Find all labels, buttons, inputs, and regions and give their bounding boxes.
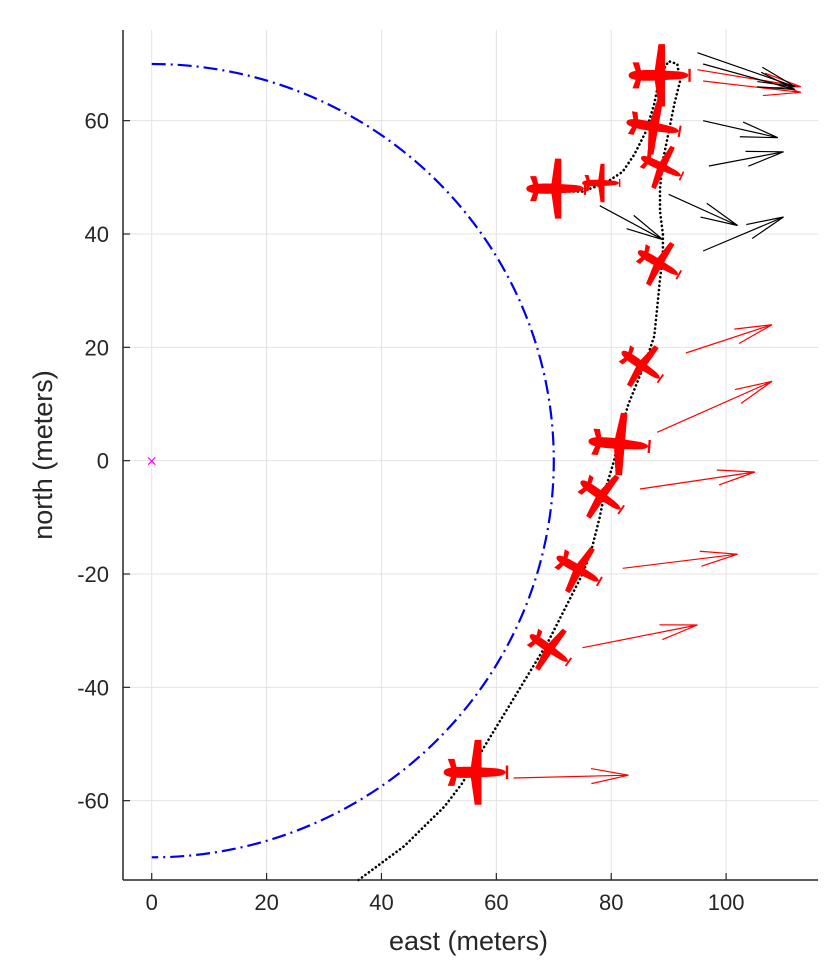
velocity-arrow-red bbox=[513, 767, 629, 785]
velocity-arrow-red bbox=[582, 624, 698, 649]
aircraft-group bbox=[443, 44, 691, 805]
flight-path bbox=[357, 59, 682, 882]
velocity-arrow-black bbox=[599, 205, 664, 241]
velocity-arrow-black bbox=[708, 150, 784, 167]
velocity-arrow-red bbox=[639, 469, 756, 490]
aircraft-icon bbox=[626, 99, 682, 155]
loiter-circle bbox=[151, 62, 555, 859]
velocity-arrow-black bbox=[702, 63, 796, 91]
aircraft-icon bbox=[526, 628, 573, 671]
aircraft-icon bbox=[443, 739, 509, 805]
flight-path-group bbox=[357, 59, 682, 882]
tick-labels: 0 20 40 60 80 100 -60 -40 -20 0 20 40 60 bbox=[77, 109, 744, 915]
velocity-arrow-red bbox=[622, 550, 738, 569]
aircraft-icon bbox=[628, 44, 691, 107]
x-axis-label: east (meters) bbox=[389, 926, 548, 956]
loiter-circle-group bbox=[151, 62, 555, 859]
y-tick-label: -60 bbox=[77, 789, 109, 814]
aircraft-icon bbox=[582, 163, 621, 203]
y-axis-label: north (meters) bbox=[28, 370, 58, 540]
y-tick-label: 40 bbox=[85, 222, 109, 247]
aircraft-icon bbox=[618, 345, 664, 388]
x-tick-label: 40 bbox=[369, 890, 393, 915]
origin-group: × bbox=[146, 454, 158, 470]
axes bbox=[122, 30, 818, 881]
velocity-arrow-black bbox=[702, 216, 784, 252]
velocity-arrow-black bbox=[702, 120, 779, 139]
x-tick-label: 60 bbox=[484, 890, 508, 915]
velocity-arrow-black bbox=[668, 193, 738, 227]
x-tick-label: 80 bbox=[599, 890, 623, 915]
y-tick-label: 0 bbox=[97, 449, 109, 474]
velocity-arrow-red bbox=[656, 380, 773, 433]
y-tick-label: 60 bbox=[85, 109, 109, 134]
aircraft-icon bbox=[577, 474, 625, 519]
grid bbox=[123, 30, 818, 880]
velocity-arrow-group bbox=[513, 52, 801, 785]
y-tick-label: -20 bbox=[77, 562, 109, 587]
aircraft-icon bbox=[635, 242, 683, 287]
aircraft-icon bbox=[554, 547, 603, 594]
origin-marker: × bbox=[146, 454, 158, 470]
x-tick-label: 20 bbox=[254, 890, 278, 915]
x-tick-label: 0 bbox=[146, 890, 158, 915]
y-tick-label: 20 bbox=[85, 335, 109, 360]
x-tick-label: 100 bbox=[708, 890, 745, 915]
aircraft-icon bbox=[588, 412, 651, 476]
aircraft-icon bbox=[639, 145, 685, 190]
aircraft-icon bbox=[526, 158, 587, 219]
y-tick-label: -40 bbox=[77, 675, 109, 700]
velocity-arrow-red bbox=[685, 324, 773, 354]
velocity-arrow-red bbox=[703, 79, 801, 97]
